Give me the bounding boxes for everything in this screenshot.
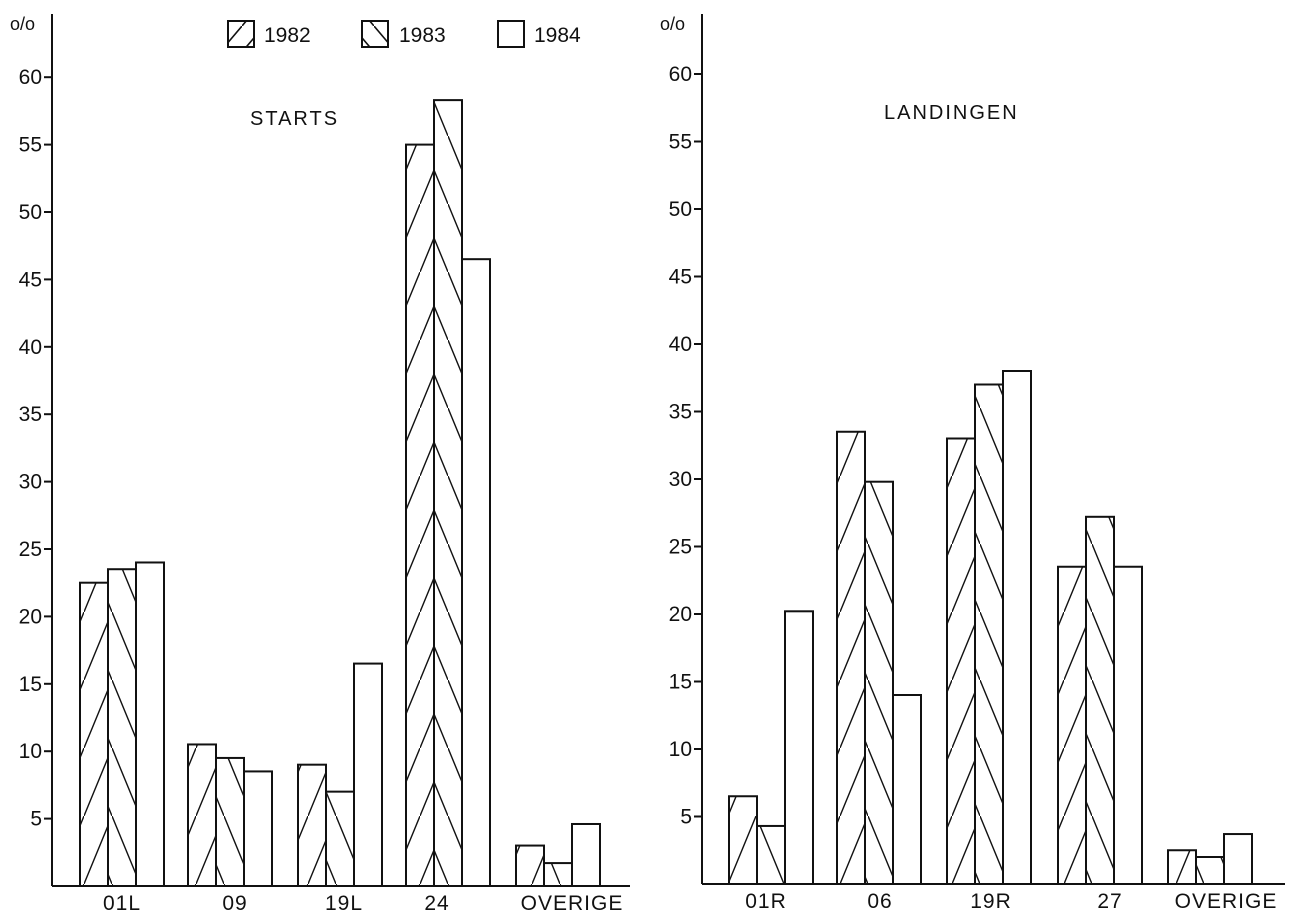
landingen-y-unit: o/o — [660, 14, 685, 34]
starts-y-tick-label: 35 — [19, 403, 42, 426]
landingen-x-tick-label-01r: 01R — [745, 890, 787, 913]
starts-x-tick-labels: 01L 09 19L 24 OVERIGE — [103, 892, 624, 915]
landingen-y-tick-label: 45 — [669, 266, 692, 289]
starts-y-tick-label: 60 — [19, 66, 42, 89]
landingen-chart: o/o LANDINGEN 5 10 15 20 25 30 35 40 45 50 55 60 01… — [660, 14, 1285, 913]
landingen-bar-19r-1983 — [974, 383, 1004, 885]
landingen-bar-01r-1983 — [756, 824, 786, 886]
starts-x-tick-label-24: 24 — [424, 892, 449, 915]
starts-bar-09-1984 — [243, 770, 273, 887]
starts-bar-overige-1982 — [515, 844, 545, 887]
legend: 1982 1983 1984 — [227, 20, 581, 48]
landingen-y-tick-label: 55 — [669, 131, 692, 154]
landingen-bar-27-1984 — [1113, 565, 1143, 885]
starts-bar-09-1983 — [215, 756, 245, 887]
landingen-y-tick-label: 35 — [669, 401, 692, 424]
legend-swatch-1983 — [361, 20, 389, 48]
landingen-bar-27-1983 — [1085, 515, 1115, 885]
legend-item-1984: 1984 — [497, 20, 581, 48]
starts-y-tick-label: 30 — [19, 471, 42, 494]
starts-y-tick-label: 45 — [19, 268, 42, 291]
starts-chart: o/o STARTS 5 10 15 20 25 30 35 40 45 50 55 60 01L 09… — [10, 14, 630, 915]
legend-label-1983: 1983 — [399, 24, 446, 47]
legend-label-1984: 1984 — [534, 24, 581, 47]
landingen-y-tick-label: 30 — [669, 468, 692, 491]
starts-bars — [79, 99, 601, 888]
landingen-bar-06-1984 — [892, 694, 922, 885]
starts-y-tick-label: 50 — [19, 201, 42, 224]
landingen-bar-27-1982 — [1057, 565, 1087, 885]
starts-bar-01l-1984 — [135, 561, 165, 887]
starts-y-tick-label: 10 — [19, 740, 42, 763]
landingen-bar-06-1982 — [836, 430, 866, 885]
landingen-y-tick-label: 50 — [669, 198, 692, 221]
landingen-bar-01r-1984 — [784, 610, 814, 885]
starts-y-tick-label: 40 — [19, 336, 42, 359]
starts-bar-01l-1982 — [79, 581, 109, 887]
landingen-y-tick-label: 15 — [669, 671, 692, 694]
landingen-x-tick-label-19r: 19R — [970, 890, 1012, 913]
starts-bar-19l-1983 — [325, 790, 355, 888]
landingen-bar-overige-1982 — [1167, 849, 1197, 885]
landingen-bar-overige-1984 — [1223, 833, 1253, 885]
landingen-y-tick-label: 60 — [669, 63, 692, 86]
starts-y-unit: o/o — [10, 14, 35, 34]
landingen-bar-06-1983 — [864, 480, 894, 885]
landingen-bar-01r-1982 — [728, 795, 758, 885]
starts-y-tick-label: 15 — [19, 673, 42, 696]
landingen-bar-19r-1982 — [946, 437, 976, 885]
starts-bar-overige-1983 — [543, 862, 573, 887]
starts-bar-overige-1984 — [571, 822, 601, 888]
starts-x-tick-label-19l: 19L — [325, 892, 363, 915]
starts-bar-09-1982 — [187, 743, 217, 888]
landingen-x-tick-labels: 01R 06 19R 27 OVERIGE — [745, 890, 1278, 913]
starts-chart-title: STARTS — [250, 108, 339, 130]
landingen-x-tick-label-overige: OVERIGE — [1175, 890, 1278, 913]
landingen-x-tick-label-27: 27 — [1097, 890, 1122, 913]
legend-swatch-1984 — [497, 20, 525, 48]
starts-y-tick-label: 5 — [30, 808, 42, 831]
landingen-y-tick-label: 10 — [669, 738, 692, 761]
starts-y-tick-label: 55 — [19, 134, 42, 157]
legend-label-1982: 1982 — [264, 24, 311, 47]
landingen-chart-title: LANDINGEN — [884, 102, 1019, 124]
legend-item-1983: 1983 — [361, 20, 446, 48]
starts-bar-19l-1984 — [353, 662, 383, 888]
landingen-x-tick-label-06: 06 — [867, 890, 892, 913]
starts-bar-24-1983 — [433, 99, 463, 887]
landingen-y-tick-label: 20 — [669, 603, 692, 626]
legend-item-1982: 1982 — [227, 20, 311, 48]
landingen-bars — [728, 370, 1253, 886]
legend-swatch-1982 — [227, 20, 255, 48]
starts-bar-19l-1982 — [297, 763, 327, 887]
landingen-bar-overige-1983 — [1195, 856, 1225, 885]
landingen-y-ticks: 5 10 15 20 25 30 35 40 45 50 55 60 — [669, 63, 702, 829]
starts-y-ticks: 5 10 15 20 25 30 35 40 45 50 55 60 — [19, 66, 52, 831]
landingen-y-tick-label: 5 — [680, 806, 692, 829]
starts-y-tick-label: 20 — [19, 605, 42, 628]
starts-bar-01l-1983 — [107, 568, 137, 887]
landingen-y-tick-label: 25 — [669, 536, 692, 559]
starts-x-tick-label-01l: 01L — [103, 892, 141, 915]
starts-x-tick-label-overige: OVERIGE — [521, 892, 624, 915]
landingen-bar-19r-1984 — [1002, 370, 1032, 885]
starts-y-tick-label: 25 — [19, 538, 42, 561]
starts-bar-24-1984 — [461, 258, 491, 887]
starts-x-tick-label-09: 09 — [222, 892, 247, 915]
landingen-y-tick-label: 40 — [669, 333, 692, 356]
starts-bar-24-1982 — [405, 143, 435, 888]
